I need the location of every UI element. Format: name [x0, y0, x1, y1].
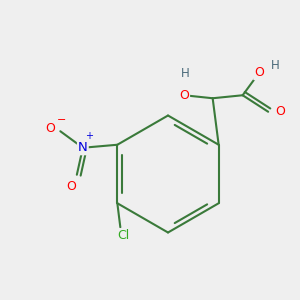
Text: N: N [78, 141, 88, 154]
Text: O: O [179, 89, 189, 102]
Text: Cl: Cl [117, 229, 130, 242]
Text: O: O [254, 66, 264, 79]
Text: O: O [66, 180, 76, 193]
Text: H: H [181, 67, 190, 80]
Text: O: O [275, 105, 285, 118]
Text: H: H [271, 59, 280, 72]
Text: +: + [85, 131, 93, 141]
Text: O: O [45, 122, 55, 135]
Text: −: − [57, 115, 67, 125]
